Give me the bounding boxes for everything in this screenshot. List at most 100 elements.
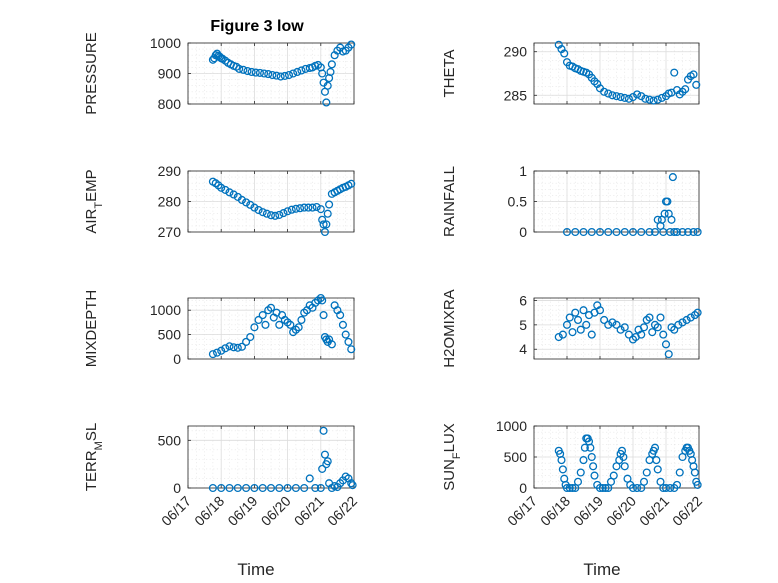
data-point	[637, 92, 646, 101]
data-point	[323, 209, 332, 218]
data-point	[667, 215, 676, 224]
y-tick-label: 800	[158, 96, 182, 112]
data-point	[322, 98, 331, 107]
data-point	[650, 227, 660, 237]
y-axis-label: AIRTEMP	[83, 169, 105, 233]
axes-box	[533, 297, 700, 360]
data-point	[347, 479, 356, 488]
data-point	[562, 320, 572, 329]
x-tick-label: 06/18	[191, 493, 227, 529]
data-point	[246, 332, 255, 342]
data-point	[690, 468, 699, 477]
x-tick-label: 06/22	[669, 493, 705, 529]
data-point	[670, 68, 679, 77]
data-point	[661, 340, 671, 349]
data-point	[347, 179, 356, 188]
y-axis-label: MIXDEPTH	[83, 290, 100, 368]
data-point	[235, 64, 244, 73]
x-tick-label: 06/20	[258, 493, 294, 529]
data-point	[616, 325, 625, 334]
data-point	[637, 330, 646, 339]
y-tick-label: 0.5	[508, 194, 528, 210]
data-point	[601, 483, 610, 493]
data-point	[322, 220, 331, 229]
data-point	[587, 330, 596, 339]
data-point	[221, 344, 230, 353]
data-point	[271, 211, 280, 220]
y-tick-label: 4	[519, 341, 527, 357]
data-point	[608, 91, 617, 100]
data-point	[678, 318, 687, 327]
y-tick-label: 1000	[150, 35, 181, 51]
data-point	[229, 190, 238, 199]
data-point	[656, 313, 665, 322]
y-tick-label: 1000	[496, 418, 527, 434]
data-point	[312, 202, 321, 212]
data-point	[286, 320, 295, 329]
data-point	[562, 227, 572, 237]
data-point	[689, 227, 698, 237]
axes-box	[533, 425, 700, 489]
data-point	[318, 296, 327, 305]
data-point	[305, 474, 314, 483]
data-point	[620, 323, 629, 332]
data-point	[580, 443, 589, 452]
data-point	[600, 87, 609, 96]
data-point	[276, 72, 285, 81]
data-point	[266, 483, 276, 493]
data-point	[681, 85, 690, 94]
data-point	[554, 332, 563, 342]
data-point	[633, 90, 642, 99]
y-tick-label: 1000	[150, 302, 181, 318]
y-tick-label: 290	[504, 44, 528, 60]
data-point	[217, 346, 226, 355]
data-point	[628, 483, 638, 493]
data-point	[582, 320, 591, 329]
data-point	[620, 227, 629, 237]
data-point	[678, 227, 687, 237]
data-point	[258, 483, 267, 493]
y-axis-label: RAINFALL	[441, 166, 458, 237]
data-point	[693, 308, 702, 317]
data-point	[573, 477, 583, 486]
data-point	[579, 227, 588, 237]
data-point	[344, 337, 353, 346]
data-point	[689, 70, 698, 79]
data-point	[243, 67, 252, 76]
data-point	[649, 96, 658, 105]
data-point	[683, 227, 693, 237]
y-tick-label: 6	[519, 292, 527, 308]
data-point	[308, 203, 317, 212]
data-point	[291, 483, 300, 493]
data-point	[648, 328, 657, 337]
data-point	[242, 483, 251, 493]
data-point	[653, 465, 662, 474]
data-point	[661, 483, 671, 493]
data-point	[653, 323, 662, 332]
x-tick-label: 06/17	[158, 493, 194, 529]
data-point	[237, 195, 247, 205]
data-point	[558, 330, 567, 339]
data-point	[587, 227, 596, 237]
data-point	[674, 320, 683, 329]
data-point	[565, 483, 574, 493]
y-tick-label: 270	[158, 224, 182, 240]
x-axis-label-right: Time	[583, 560, 620, 579]
data-point	[641, 94, 650, 103]
data-point	[568, 483, 577, 493]
data-point	[311, 483, 320, 493]
data-point	[672, 480, 682, 489]
data-point	[670, 227, 679, 237]
data-point	[675, 468, 684, 477]
x-tick-label: 06/17	[504, 493, 540, 529]
data-point	[237, 342, 247, 351]
data-point	[628, 227, 638, 237]
data-point	[589, 462, 598, 471]
data-point	[250, 323, 259, 332]
data-point	[336, 311, 345, 320]
y-tick-label: 285	[504, 87, 528, 103]
data-point	[287, 205, 296, 214]
data-point	[608, 318, 617, 327]
x-axis-label-left: Time	[237, 560, 274, 579]
data-point	[283, 483, 292, 493]
